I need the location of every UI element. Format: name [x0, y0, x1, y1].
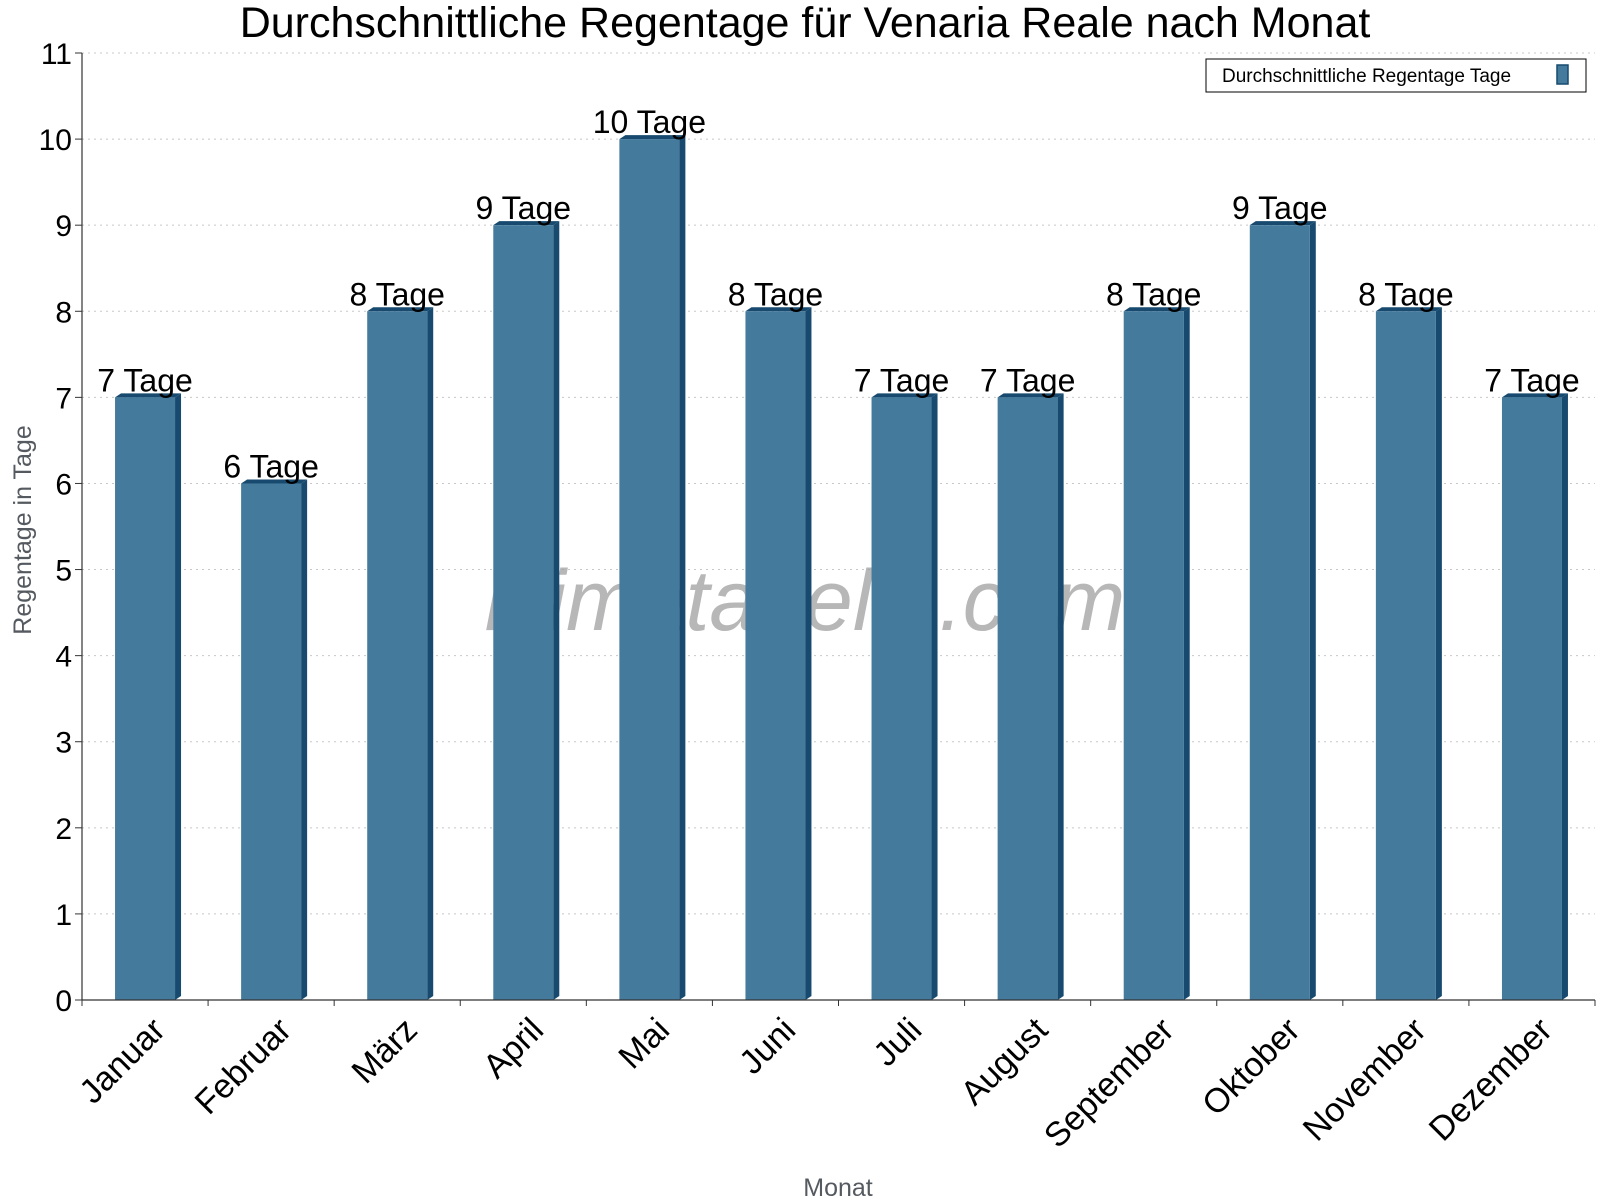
y-tick-label: 11: [41, 38, 72, 71]
x-tick-label: August: [954, 1010, 1056, 1112]
x-tick-label: April: [476, 1011, 551, 1086]
legend-label: Durchschnittliche Regentage Tage: [1222, 66, 1511, 87]
y-tick-label: 9: [55, 210, 72, 243]
bar-value-label: 9 Tage: [476, 190, 572, 226]
bar-top: [367, 307, 434, 312]
x-tick-label: Juni: [732, 1011, 803, 1082]
bar-top: [241, 479, 308, 484]
bar-value-label: 8 Tage: [728, 276, 824, 312]
chart-title: Durchschnittliche Regentage für Venaria …: [240, 0, 1371, 47]
bar-value-label: 8 Tage: [349, 276, 445, 312]
x-axis-label: Monat: [803, 1174, 873, 1200]
bar-side: [679, 135, 686, 1000]
bar-top: [619, 135, 686, 140]
bar: [493, 225, 554, 1000]
bar-side: [931, 393, 938, 1000]
y-tick-label: 6: [55, 468, 72, 501]
bar-side: [175, 393, 182, 1000]
x-tick-label: Mai: [611, 1011, 677, 1077]
y-tick-label: 2: [55, 813, 72, 846]
bar: [115, 397, 176, 1000]
bar-value-label: 7 Tage: [97, 362, 193, 398]
bar-top: [1501, 393, 1568, 398]
bars: 7 Tage 6 Tage 8 Tage 9 Tage 10 Tage 8 Tage 7 T…: [97, 104, 1580, 1001]
bar-top: [745, 307, 812, 312]
bar-top: [871, 393, 938, 398]
bar-side: [805, 307, 812, 1001]
bar-top: [493, 221, 560, 226]
bar-top: [1249, 221, 1316, 226]
bar: [241, 483, 302, 1000]
x-tick-label: Juli: [866, 1011, 929, 1074]
y-tick-label: 3: [55, 727, 72, 760]
bar-top: [1123, 307, 1190, 312]
bar-side: [1183, 307, 1190, 1001]
y-tick-label: 10: [39, 124, 72, 157]
bar: [1249, 225, 1310, 1000]
bar-value-label: 7 Tage: [1484, 362, 1580, 398]
bar-value-label: 8 Tage: [1358, 276, 1454, 312]
bar-side: [1435, 307, 1442, 1001]
bar: [1375, 311, 1436, 1001]
y-tick-label: 5: [55, 555, 72, 588]
x-tick-label: November: [1296, 1011, 1434, 1149]
bar-value-label: 7 Tage: [854, 362, 950, 398]
bar-value-label: 6 Tage: [223, 448, 319, 484]
bar: [997, 397, 1058, 1000]
y-tick-label: 4: [55, 641, 72, 674]
bar-value-label: 9 Tage: [1232, 190, 1328, 226]
legend-box: [1205, 58, 1587, 93]
bar-top: [1375, 307, 1442, 312]
bar: [745, 311, 806, 1001]
bar: [1501, 397, 1562, 1000]
bar-side: [1561, 393, 1568, 1000]
bar: [871, 397, 932, 1000]
bar-side: [553, 221, 560, 1000]
bar-value-label: 10 Tage: [593, 104, 706, 140]
bar-top: [997, 393, 1064, 398]
y-tick-label: 0: [55, 985, 72, 1018]
bar-value-label: 8 Tage: [1106, 276, 1202, 312]
bar-side: [301, 479, 308, 1000]
y-axis-label: Regentage in Tage: [9, 425, 37, 634]
legend: Durchschnittliche Regentage Tage: [1205, 58, 1587, 93]
x-tick-label: Februar: [188, 1011, 299, 1122]
bar: [619, 139, 680, 1000]
y-tick-label: 8: [55, 296, 72, 329]
x-tick-label: März: [345, 1011, 425, 1091]
bar-side: [427, 307, 434, 1001]
legend-swatch: [1556, 64, 1569, 85]
x-tick-label: September: [1037, 1011, 1181, 1155]
x-tick-label: Dezember: [1422, 1011, 1560, 1149]
x-tick-label: Januar: [72, 1011, 172, 1111]
bar-side: [1309, 221, 1316, 1000]
bar-value-label: 7 Tage: [980, 362, 1076, 398]
bar: [1123, 311, 1184, 1001]
bar: [367, 311, 428, 1001]
x-tick-label: Oktober: [1195, 1011, 1307, 1123]
y-tick-label: 7: [55, 382, 72, 415]
bar-top: [115, 393, 182, 398]
grid: [82, 52, 1595, 915]
y-tick-label: 1: [55, 899, 72, 932]
bar-side: [1057, 393, 1064, 1000]
